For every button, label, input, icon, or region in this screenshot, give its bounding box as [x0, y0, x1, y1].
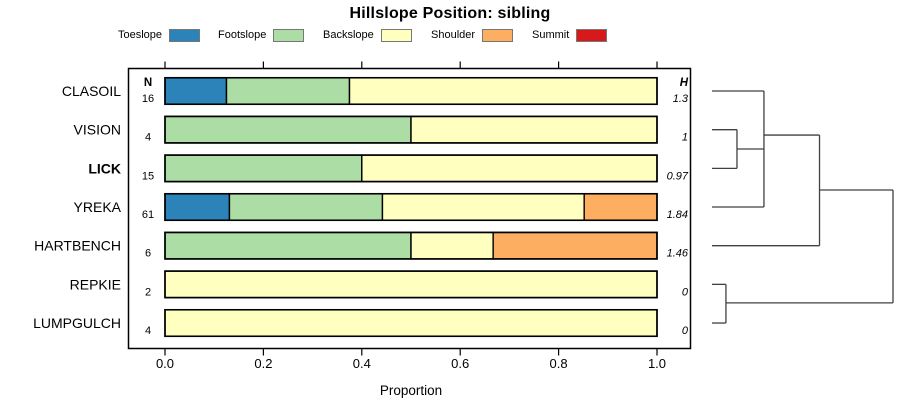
axis-tick-label: 0.6 — [451, 356, 469, 371]
bar-segment — [164, 309, 658, 337]
axis-tick-label: 1.0 — [648, 356, 666, 371]
chart-title: Hillslope Position: sibling — [349, 5, 551, 22]
row-label: REPKIE — [70, 276, 121, 292]
legend-item-label: Footslope — [218, 29, 267, 41]
n-value: 4 — [145, 325, 151, 337]
n-column-header: N — [144, 77, 152, 89]
legend-swatch — [380, 29, 412, 42]
legend-swatch — [169, 29, 201, 42]
bar-segment — [381, 193, 585, 221]
axis-tick-label: 0.0 — [156, 356, 174, 371]
bar-outline — [164, 231, 658, 260]
bar-outline — [164, 76, 658, 106]
x-axis-title: Proportion — [379, 383, 443, 398]
h-value: 0 — [682, 286, 689, 298]
bar-segment — [492, 231, 658, 260]
bar-outline — [164, 270, 658, 299]
bar-outline — [164, 115, 658, 144]
row-label: CLASOIL — [62, 83, 121, 99]
n-value: 61 — [142, 209, 154, 221]
row-label: VISION — [74, 122, 121, 138]
n-value: 16 — [142, 93, 154, 105]
row-label: LICK — [88, 160, 121, 176]
bar-outline — [164, 308, 658, 338]
row-label: YREKA — [74, 199, 122, 215]
bar-segment — [410, 115, 658, 144]
legend: Toeslope Footslope Backslope Shoulder Summit — [0, 0, 900, 46]
legend-item: Summit — [532, 28, 608, 43]
row-label: LUMPGULCH — [33, 315, 121, 331]
bar-segment — [583, 193, 658, 221]
n-value: 15 — [142, 170, 154, 182]
bar-segment — [410, 231, 494, 260]
plot-box — [127, 67, 692, 350]
h-value: 1.46 — [667, 248, 689, 260]
legend-item: Footslope — [218, 28, 305, 43]
bar-outline — [164, 154, 658, 183]
h-value: 0 — [682, 325, 689, 337]
h-column-header: H — [680, 77, 689, 89]
axis-tick-label: 0.4 — [353, 356, 371, 371]
bar-segment — [164, 193, 231, 221]
h-value: 0.97 — [667, 170, 689, 182]
legend-item: Backslope — [323, 28, 412, 43]
legend-item-label: Backslope — [323, 29, 374, 41]
h-value: 1.84 — [667, 209, 688, 221]
n-value: 6 — [145, 248, 151, 260]
n-value: 2 — [145, 286, 151, 298]
bar-segment — [164, 77, 228, 105]
row-label: HARTBENCH — [34, 238, 121, 254]
axis-tick-label: 0.8 — [550, 356, 568, 371]
legend-item: Toeslope — [118, 28, 201, 43]
legend-item-label: Toeslope — [118, 29, 163, 41]
legend-item-label: Shoulder — [431, 29, 476, 41]
h-value: 1 — [682, 132, 688, 144]
bar-segment — [164, 154, 363, 183]
legend-item: Shoulder — [431, 28, 514, 43]
axis-tick-label: 0.2 — [254, 356, 272, 371]
legend-swatch — [273, 29, 305, 42]
n-value: 4 — [145, 132, 151, 144]
bar-segment — [348, 77, 658, 105]
bar-outline — [164, 192, 658, 222]
legend-swatch — [482, 29, 514, 42]
bar-segment — [228, 193, 384, 221]
bar-segment — [164, 270, 658, 299]
bar-segment — [225, 77, 351, 105]
h-value: 1.3 — [673, 93, 689, 105]
bar-segment — [164, 231, 412, 260]
bar-segment — [164, 115, 412, 144]
legend-item-label: Summit — [532, 29, 570, 41]
legend-swatch — [576, 29, 608, 42]
bar-segment — [361, 154, 658, 183]
